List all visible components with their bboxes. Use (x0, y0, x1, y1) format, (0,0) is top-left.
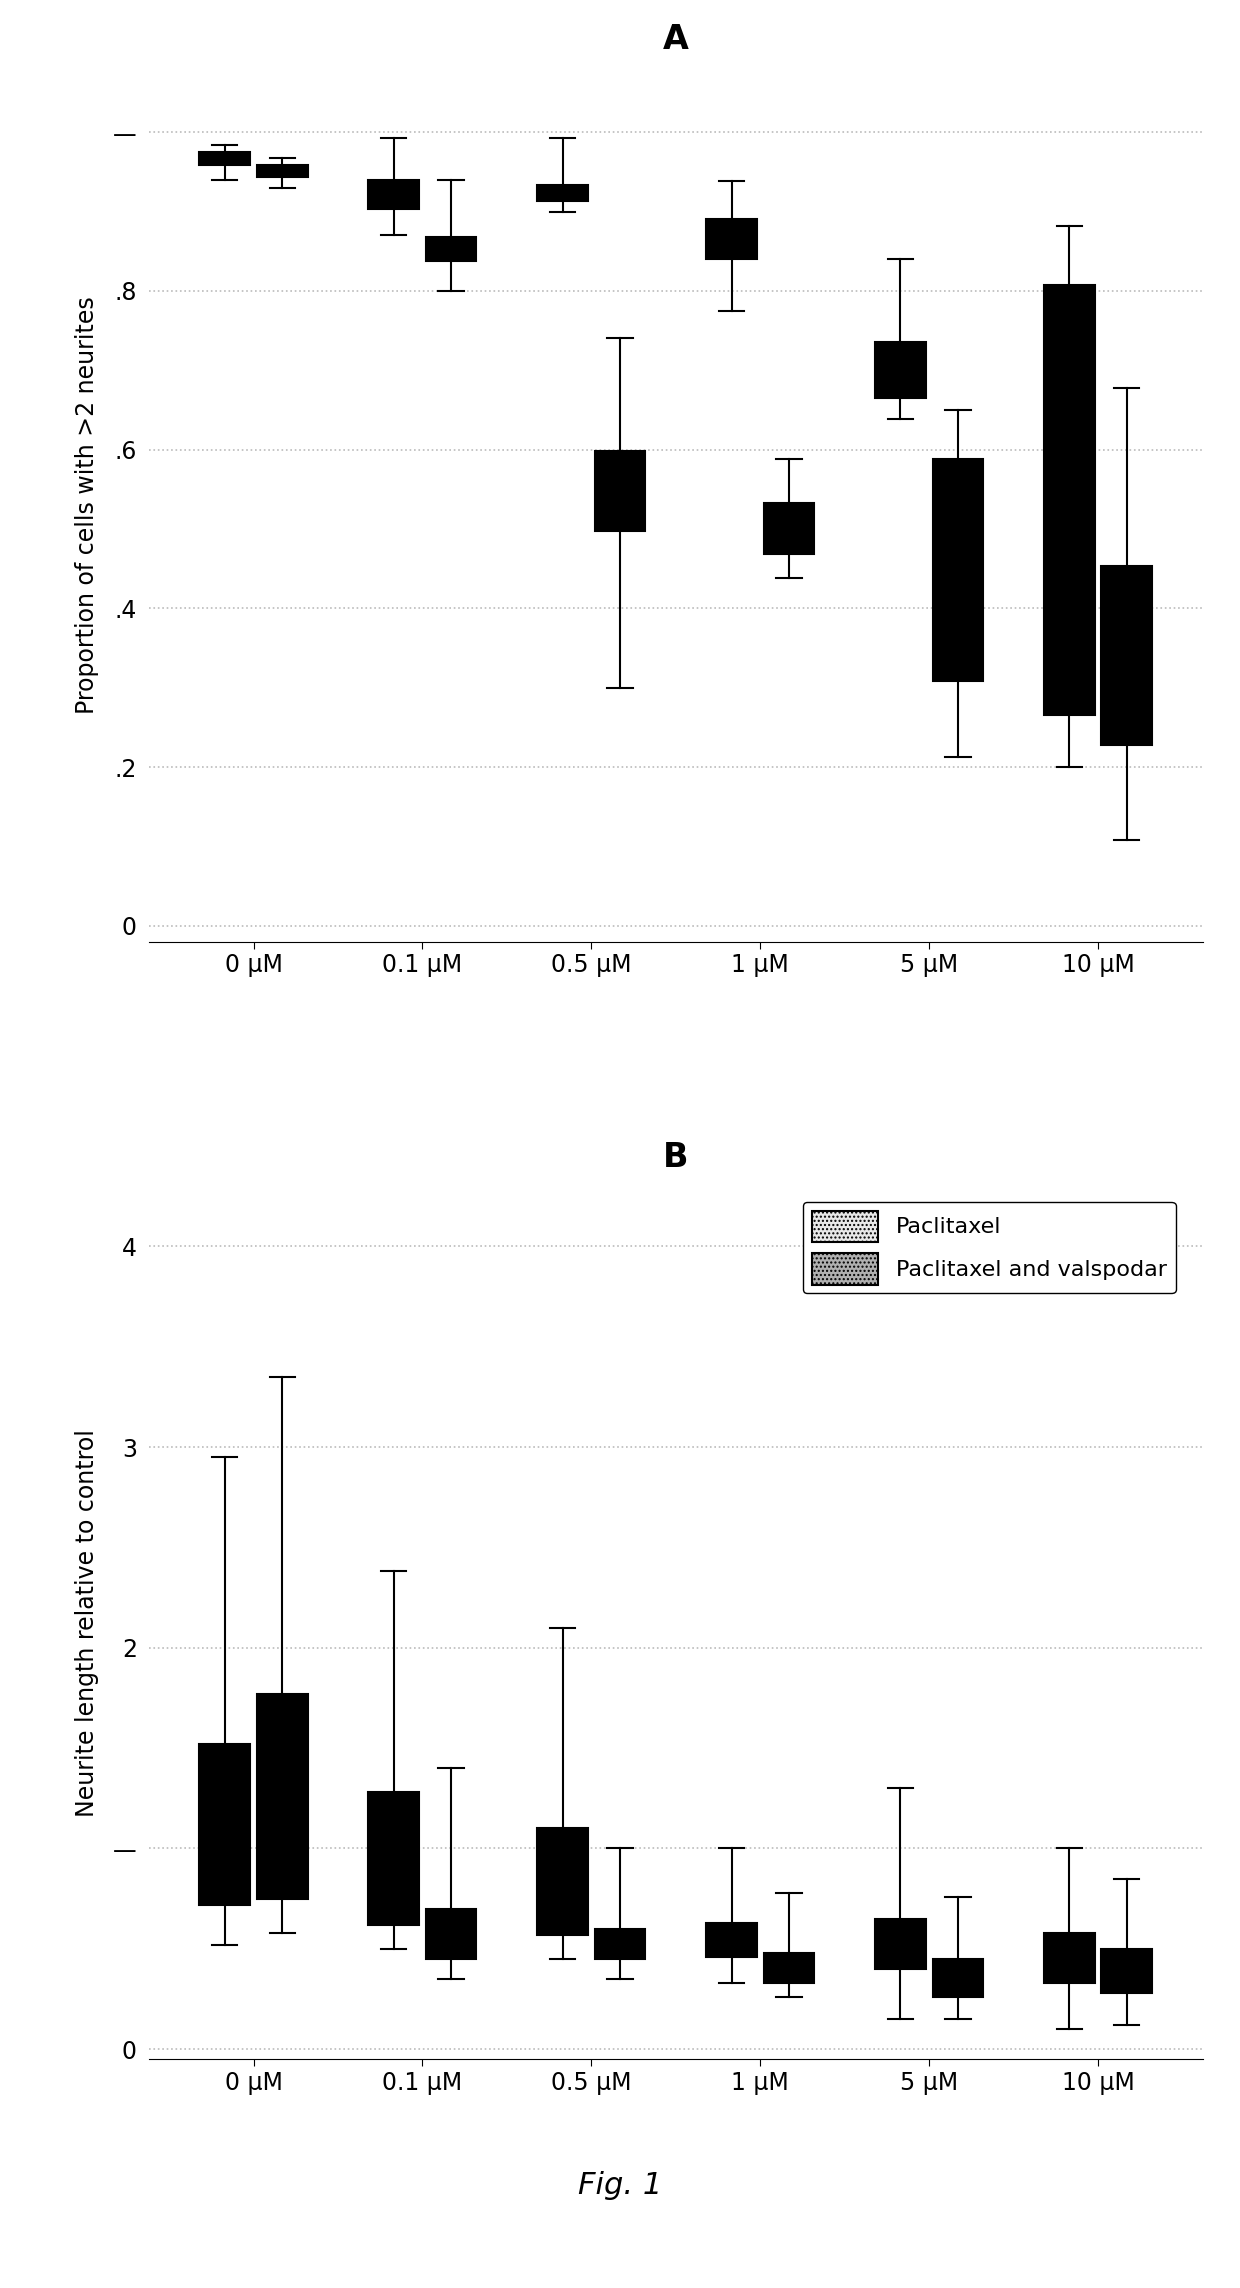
Legend: Paclitaxel, Paclitaxel and valspodar: Paclitaxel, Paclitaxel and valspodar (802, 1201, 1176, 1293)
PathPatch shape (200, 151, 250, 165)
PathPatch shape (1044, 1933, 1095, 1984)
PathPatch shape (707, 220, 756, 259)
PathPatch shape (1101, 1949, 1152, 1993)
PathPatch shape (368, 1792, 419, 1924)
Title: B: B (663, 1142, 688, 1174)
PathPatch shape (764, 1954, 815, 1984)
PathPatch shape (764, 503, 815, 554)
PathPatch shape (1101, 565, 1152, 746)
PathPatch shape (875, 1920, 926, 1970)
PathPatch shape (875, 343, 926, 398)
PathPatch shape (257, 165, 308, 178)
Y-axis label: Proportion of cells with >2 neurites: Proportion of cells with >2 neurites (76, 295, 99, 714)
PathPatch shape (932, 460, 983, 682)
PathPatch shape (595, 1929, 645, 1959)
Y-axis label: Neurite length relative to control: Neurite length relative to control (76, 1428, 99, 1817)
PathPatch shape (707, 1922, 756, 1956)
PathPatch shape (595, 451, 645, 531)
Title: A: A (663, 23, 688, 57)
PathPatch shape (425, 238, 476, 261)
PathPatch shape (425, 1908, 476, 1959)
PathPatch shape (537, 1828, 588, 1936)
PathPatch shape (200, 1743, 250, 1904)
PathPatch shape (932, 1959, 983, 1997)
PathPatch shape (537, 185, 588, 201)
Text: Fig. 1: Fig. 1 (578, 2171, 662, 2199)
PathPatch shape (368, 181, 419, 208)
PathPatch shape (257, 1693, 308, 1899)
PathPatch shape (1044, 284, 1095, 716)
